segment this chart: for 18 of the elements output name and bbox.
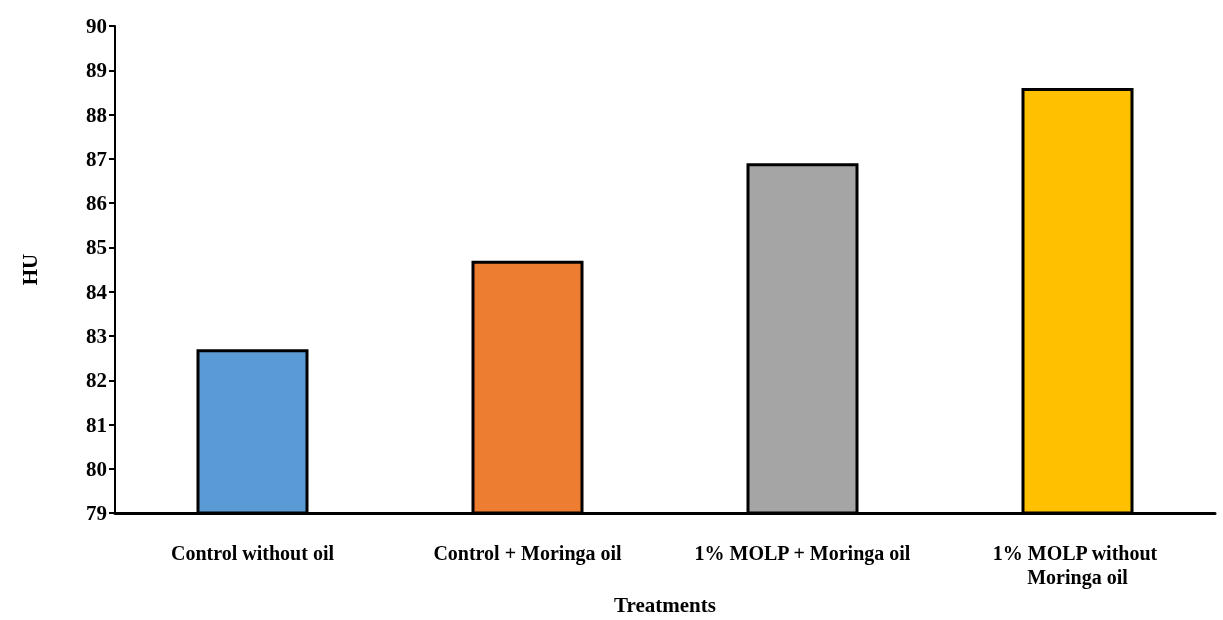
x-tick-label: Control without oil [171,542,335,565]
y-tick-label: 80 [86,456,107,481]
y-tick-label: 90 [86,14,107,38]
x-tick-label: 1% MOLP + Moringa oil [694,542,911,566]
y-tick-label: 87 [86,146,107,171]
y-tick-label: 84 [86,279,108,304]
y-tick-label: 83 [86,323,107,348]
y-tick-label: 85 [86,235,107,260]
x-tick-label: 1% MOLP without Moringa oil [992,542,1163,590]
y-tick-label: 79 [86,501,107,526]
y-tick-label: 88 [86,102,107,127]
y-axis-title: HU [17,253,42,286]
x-tick-label: Control + Moringa oil [433,542,623,566]
y-tick-label: 89 [86,58,107,83]
y-tick-label: 86 [86,191,107,216]
y-tick-label: 81 [86,412,107,437]
x-axis-title: Treatments [614,592,716,617]
y-tick-label: 82 [86,368,107,393]
